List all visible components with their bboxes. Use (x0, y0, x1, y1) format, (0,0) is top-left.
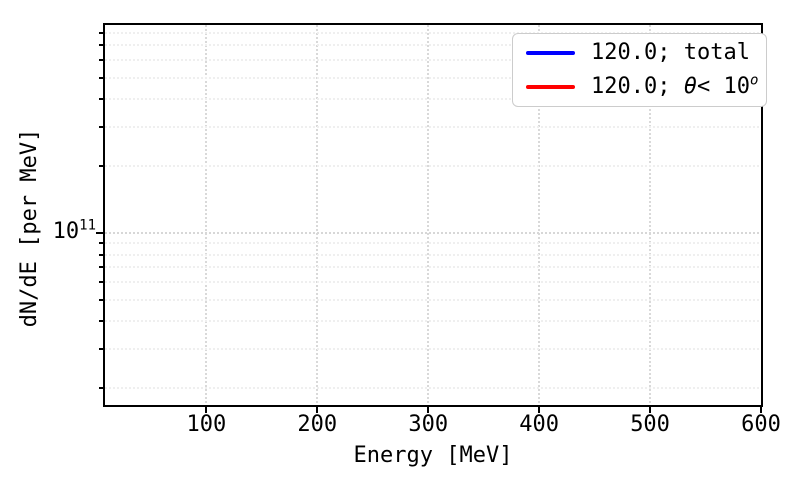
y-major-tick-label: 1011 (53, 219, 96, 245)
legend-text: 120.0; total (591, 40, 750, 65)
y-minor-gridline (105, 31, 761, 34)
y-minor-gridline (105, 298, 761, 301)
legend-line-red (526, 85, 575, 89)
y-minor-tick-mark (99, 281, 103, 284)
x-tick-mark (538, 407, 541, 413)
y-minor-tick-mark (99, 126, 103, 129)
y-minor-gridline (105, 281, 761, 284)
y-axis-label: dN/dE [per MeV] (17, 128, 42, 328)
y-minor-tick-mark (99, 31, 103, 34)
y-minor-tick-mark (99, 266, 103, 269)
y-minor-tick-mark (99, 242, 103, 245)
y-minor-tick-mark (99, 320, 103, 323)
y-minor-gridline (105, 76, 761, 79)
legend-text-mid: < 10 (696, 74, 750, 99)
y-minor-gridline (105, 253, 761, 256)
x-tick-mark (427, 407, 430, 413)
y-minor-tick-mark (99, 98, 103, 101)
y-minor-gridline (105, 320, 761, 323)
x-tick-mark (316, 407, 319, 413)
y-minor-gridline (105, 387, 761, 390)
legend: 120.0; total 120.0; θ< 10o (512, 33, 767, 107)
y-minor-gridline (105, 59, 761, 62)
y-tick-base: 10 (52, 219, 80, 244)
y-minor-gridline (105, 348, 761, 351)
x-tick-label: 100 (186, 412, 227, 437)
x-tick-label: 400 (519, 412, 560, 437)
legend-line-blue (526, 51, 575, 55)
legend-entry-total: 120.0; total (519, 36, 760, 70)
legend-theta: θ (683, 74, 697, 99)
x-tick-label: 300 (408, 412, 449, 437)
y-minor-tick-mark (99, 298, 103, 301)
x-axis-label: Energy [MeV] (353, 443, 513, 468)
y-minor-gridline (105, 165, 761, 168)
y-major-tick-mark (96, 232, 103, 235)
legend-sup: o (749, 72, 759, 89)
x-tick-mark (760, 407, 762, 413)
y-minor-tick-mark (99, 387, 103, 390)
y-minor-gridline (105, 242, 761, 245)
legend-label-total: 120.0; total (591, 40, 750, 66)
plot-area (105, 25, 761, 405)
x-gridline (538, 25, 541, 405)
x-gridline (427, 25, 430, 405)
x-tick-label: 600 (741, 412, 781, 437)
x-tick-mark (205, 407, 208, 413)
y-minor-tick-mark (99, 59, 103, 62)
y-minor-gridline (105, 126, 761, 129)
x-tick-label: 500 (630, 412, 670, 437)
y-minor-tick-mark (99, 253, 103, 256)
y-minor-gridline (105, 266, 761, 269)
x-gridline (649, 25, 652, 405)
y-minor-gridline (105, 98, 761, 101)
x-tick-label: 200 (297, 412, 338, 437)
legend-text: 120.0; (591, 74, 684, 99)
y-minor-tick-mark (99, 348, 103, 351)
y-major-gridline (105, 232, 761, 235)
y-minor-tick-mark (99, 44, 103, 47)
y-minor-tick-mark (99, 165, 103, 168)
x-tick-mark (649, 407, 652, 413)
x-gridline (205, 25, 208, 405)
y-tick-exponent: 11 (79, 217, 96, 234)
x-gridline (316, 25, 319, 405)
y-minor-tick-mark (99, 76, 103, 79)
legend-entry-theta-cut: 120.0; θ< 10o (519, 70, 760, 104)
legend-label-theta-cut: 120.0; θ< 10o (591, 74, 758, 100)
y-minor-gridline (105, 44, 761, 47)
